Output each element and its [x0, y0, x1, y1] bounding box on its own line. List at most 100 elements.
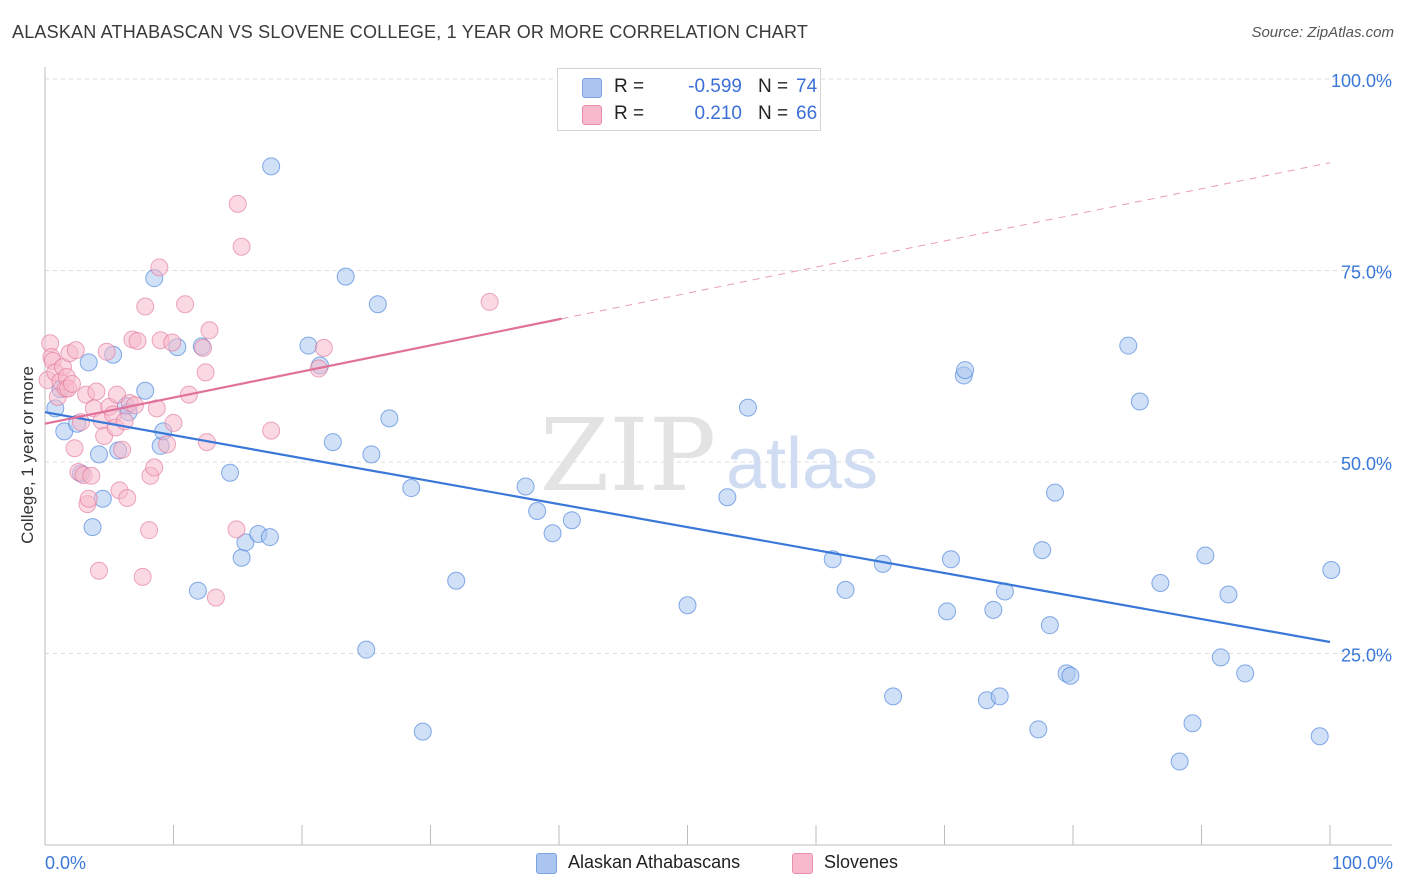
watermark: ZIP atlas: [540, 397, 878, 514]
x-tick-label: 0.0%: [45, 853, 86, 873]
data-point: [136, 381, 155, 400]
data-point: [113, 440, 132, 459]
data-point: [380, 409, 399, 428]
data-point: [232, 548, 251, 567]
data-point: [196, 363, 215, 382]
data-point: [1033, 541, 1052, 560]
data-point: [163, 333, 182, 352]
series-legend: Alaskan Athabascans Slovenes: [0, 851, 1406, 877]
data-point: [323, 433, 342, 452]
legend-label-slovenes: Slovenes: [824, 852, 899, 872]
y-tick-label: 100.0%: [1331, 71, 1392, 91]
legend-n-label: N =: [758, 103, 789, 124]
data-points: [38, 157, 1341, 771]
data-point: [136, 297, 155, 316]
data-point: [1029, 720, 1048, 739]
data-point: [543, 524, 562, 543]
data-point: [1183, 714, 1202, 733]
data-point: [82, 466, 101, 485]
data-point: [938, 602, 957, 621]
data-point: [1046, 483, 1065, 502]
data-point: [188, 581, 207, 600]
data-point: [299, 336, 318, 355]
data-point: [1211, 648, 1230, 667]
data-point: [194, 338, 213, 357]
data-point: [89, 561, 108, 580]
y-tick-label: 25.0%: [1341, 646, 1392, 666]
data-point: [79, 489, 98, 508]
data-point: [227, 520, 246, 539]
data-point: [984, 600, 1003, 619]
gridlines: [45, 78, 1392, 654]
data-point: [150, 258, 169, 277]
data-point: [678, 596, 697, 615]
data-point: [1130, 392, 1149, 411]
data-point: [118, 489, 137, 508]
data-point: [262, 157, 281, 176]
data-point: [66, 341, 85, 360]
data-point: [236, 533, 255, 552]
data-point: [206, 588, 225, 607]
axes: [44, 67, 1392, 846]
data-point: [1170, 752, 1189, 771]
data-point: [447, 571, 466, 590]
data-point: [221, 463, 240, 482]
series-1: [38, 194, 499, 607]
legend-r-label: R =: [614, 76, 645, 97]
trend-line: [44, 317, 562, 425]
data-point: [836, 580, 855, 599]
legend-r-value: -0.599: [688, 76, 742, 97]
data-point: [83, 518, 102, 537]
data-point: [1196, 546, 1215, 565]
source-label: Source: ZipAtlas.com: [1251, 24, 1394, 41]
data-point: [402, 479, 421, 498]
legend-r-label: R =: [614, 103, 645, 124]
data-point: [1219, 585, 1238, 604]
trend-line: [44, 411, 1331, 644]
data-point: [176, 295, 195, 314]
data-point: [140, 521, 159, 540]
data-point: [718, 488, 737, 507]
data-point: [262, 421, 281, 440]
data-point: [1236, 664, 1255, 683]
legend-label-athabascans: Alaskan Athabascans: [568, 852, 741, 872]
data-point: [260, 528, 279, 547]
data-point: [884, 687, 903, 706]
data-point: [1061, 666, 1080, 685]
data-point: [128, 331, 147, 350]
data-point: [336, 267, 355, 286]
legend-n-value: 66: [796, 103, 818, 124]
x-tick-label: 100.0%: [1332, 853, 1393, 873]
data-point: [89, 445, 108, 464]
data-point: [528, 502, 547, 521]
tick-labels: 25.0% 50.0% 75.0% 100.0% 0.0% 100.0%: [45, 71, 1393, 873]
correlation-legend: R = -0.599 N = 74 R = 0.210 N = 66: [557, 68, 821, 131]
data-point: [562, 511, 581, 530]
y-tick-label: 75.0%: [1341, 263, 1392, 283]
data-point: [516, 477, 535, 496]
watermark-atlas: atlas: [726, 424, 878, 504]
data-point: [158, 435, 177, 454]
series-0: [46, 157, 1341, 771]
data-point: [228, 194, 247, 213]
legend-r-value: 0.210: [694, 103, 742, 124]
data-point: [133, 567, 152, 586]
data-point: [823, 550, 842, 569]
data-point: [956, 361, 975, 380]
data-point: [1040, 616, 1059, 635]
y-tick-label: 50.0%: [1341, 454, 1392, 474]
trend-line-extension: [561, 162, 1331, 320]
legend-n-value: 74: [796, 76, 818, 97]
legend-swatch-slovene: [582, 105, 602, 125]
data-point: [79, 353, 98, 372]
legend-swatch-slovenes: [792, 853, 813, 874]
data-point: [413, 722, 432, 741]
data-point: [314, 338, 333, 357]
data-point: [1151, 574, 1170, 593]
data-point: [368, 295, 387, 314]
data-point: [232, 237, 251, 256]
legend-swatch-athabascans: [536, 853, 557, 874]
data-point: [62, 374, 81, 393]
watermark-zip: ZIP: [540, 397, 716, 514]
